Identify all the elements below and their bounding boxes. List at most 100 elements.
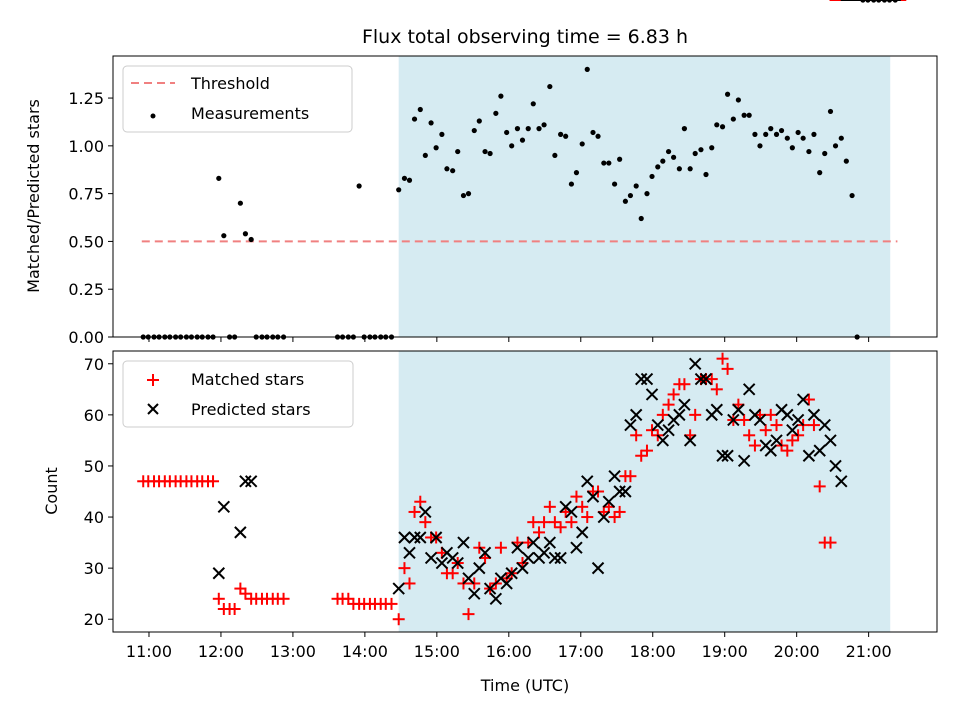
- matched-stars-point: [277, 592, 290, 605]
- bottom-axes: 20 30 40 50 60 70 11:00 12:00 13:00 14:00 15:00 16:…: [84, 355, 892, 661]
- x-tick-label: 15:00: [414, 642, 460, 661]
- measurement-point: [406, 177, 413, 183]
- predicted-stars-point: [576, 526, 589, 539]
- y-tick-label: 0.25: [68, 280, 104, 299]
- y-tick-label: 40: [84, 508, 104, 527]
- measurement-point: [444, 166, 450, 172]
- measurement-point: [655, 164, 661, 170]
- matched-stars-point: [786, 434, 799, 447]
- predicted-stars-point: [581, 475, 594, 488]
- measurement-point: [649, 173, 655, 180]
- predicted-stars-point: [408, 531, 421, 544]
- matched-stars-point: [764, 408, 777, 421]
- predicted-stars-point: [796, 393, 810, 406]
- predicted-stars-point: [457, 536, 470, 549]
- predicted-stars-point: [522, 551, 535, 565]
- measurement-point: [579, 141, 585, 147]
- predicted-stars-point: [234, 526, 247, 539]
- measurement-point: [552, 152, 558, 159]
- predicted-stars-point: [591, 561, 605, 575]
- predicted-stars-point: [505, 567, 518, 580]
- matched-stars-point: [635, 449, 648, 462]
- matched-stars-point: [576, 500, 589, 513]
- predicted-stars-point: [781, 408, 794, 422]
- legend-measurements-label: Measurements: [191, 104, 309, 123]
- measurement-point: [450, 168, 456, 174]
- matched-stars-point: [678, 378, 691, 391]
- observing-interval-shade-top: [398, 56, 891, 337]
- matched-stars-point: [403, 577, 416, 590]
- matched-stars-point: [446, 567, 459, 580]
- measurement-point: [558, 131, 564, 137]
- measurement-point: [487, 150, 493, 157]
- predicted-stars-point: [732, 403, 745, 416]
- measurement-point: [671, 154, 677, 160]
- measurement-point: [817, 170, 823, 176]
- measurement-point: [504, 129, 510, 136]
- matched-stars-point: [212, 592, 225, 605]
- x-tick-label: 11:00: [126, 642, 172, 661]
- matched-stars-point: [207, 475, 220, 488]
- matched-stars-point: [781, 444, 794, 457]
- predicted-stars-point: [835, 475, 848, 488]
- matched-stars-point: [527, 516, 540, 529]
- matched-stars-point: [807, 419, 820, 432]
- predicted-stars-point: [802, 449, 816, 462]
- measurement-point: [356, 183, 362, 189]
- matched-stars-point: [570, 490, 583, 503]
- matched-stars-point: [770, 419, 783, 432]
- predicted-stars-point: [602, 495, 616, 508]
- measurement-point: [237, 200, 243, 206]
- predicted-stars-point: [403, 546, 416, 560]
- predicted-stars-point: [462, 572, 475, 585]
- measurement-point: [768, 126, 774, 132]
- predicted-stars-point: [818, 418, 831, 432]
- x-tick-label: 16:00: [486, 642, 532, 661]
- matched-stars-point: [743, 429, 756, 442]
- measurement-point: [242, 231, 249, 237]
- predicted-stars-point: [699, 372, 713, 386]
- matched-stars-point: [543, 500, 556, 513]
- predicted-stars-point: [392, 582, 405, 595]
- matched-stars-point: [239, 587, 252, 600]
- measurement-point: [476, 118, 482, 124]
- x-tick-label: 14:00: [342, 642, 388, 661]
- top-legend-box: [122, 65, 353, 133]
- matched-stars-point: [414, 495, 427, 508]
- predicted-stars-point: [640, 372, 654, 386]
- measurement-point: [248, 236, 254, 243]
- measurement-point: [714, 122, 720, 128]
- measurement-point: [493, 110, 499, 116]
- bottom-y-axis-label: Count: [42, 467, 61, 515]
- predicted-stars-point: [727, 413, 740, 427]
- measurement-point: [573, 170, 580, 176]
- measurement-point: [396, 187, 402, 193]
- y-tick-label: 30: [84, 559, 104, 578]
- bottom-legend-box: [122, 360, 354, 428]
- predicted-stars-point: [786, 423, 799, 437]
- measurement-point: [601, 160, 607, 166]
- measurement-point: [806, 148, 812, 155]
- predicted-stars-point: [398, 531, 411, 544]
- predicted-stars-point: [608, 469, 621, 483]
- y-tick-label: 0.75: [68, 185, 104, 204]
- matched-stars-point: [581, 511, 594, 524]
- x-tick-label: 18:00: [630, 642, 676, 661]
- measurement-point: [606, 160, 612, 166]
- measurement-point: [849, 192, 855, 199]
- predicted-stars-point: [737, 454, 751, 468]
- legend-measurements-swatch: [150, 113, 156, 119]
- predicted-stars-point: [212, 567, 225, 580]
- matched-stars-point: [738, 413, 751, 426]
- matched-stars-point: [385, 597, 398, 610]
- matched-stars-point: [748, 439, 761, 452]
- predicted-stars-point: [586, 490, 600, 503]
- predicted-stars-point: [435, 556, 449, 570]
- measurement-point: [827, 108, 834, 115]
- matched-stars-point: [494, 541, 507, 554]
- measurement-point: [789, 145, 795, 151]
- predicted-stars-point: [554, 551, 567, 565]
- predicted-stars-point: [764, 444, 777, 457]
- matched-stars-point: [392, 613, 405, 626]
